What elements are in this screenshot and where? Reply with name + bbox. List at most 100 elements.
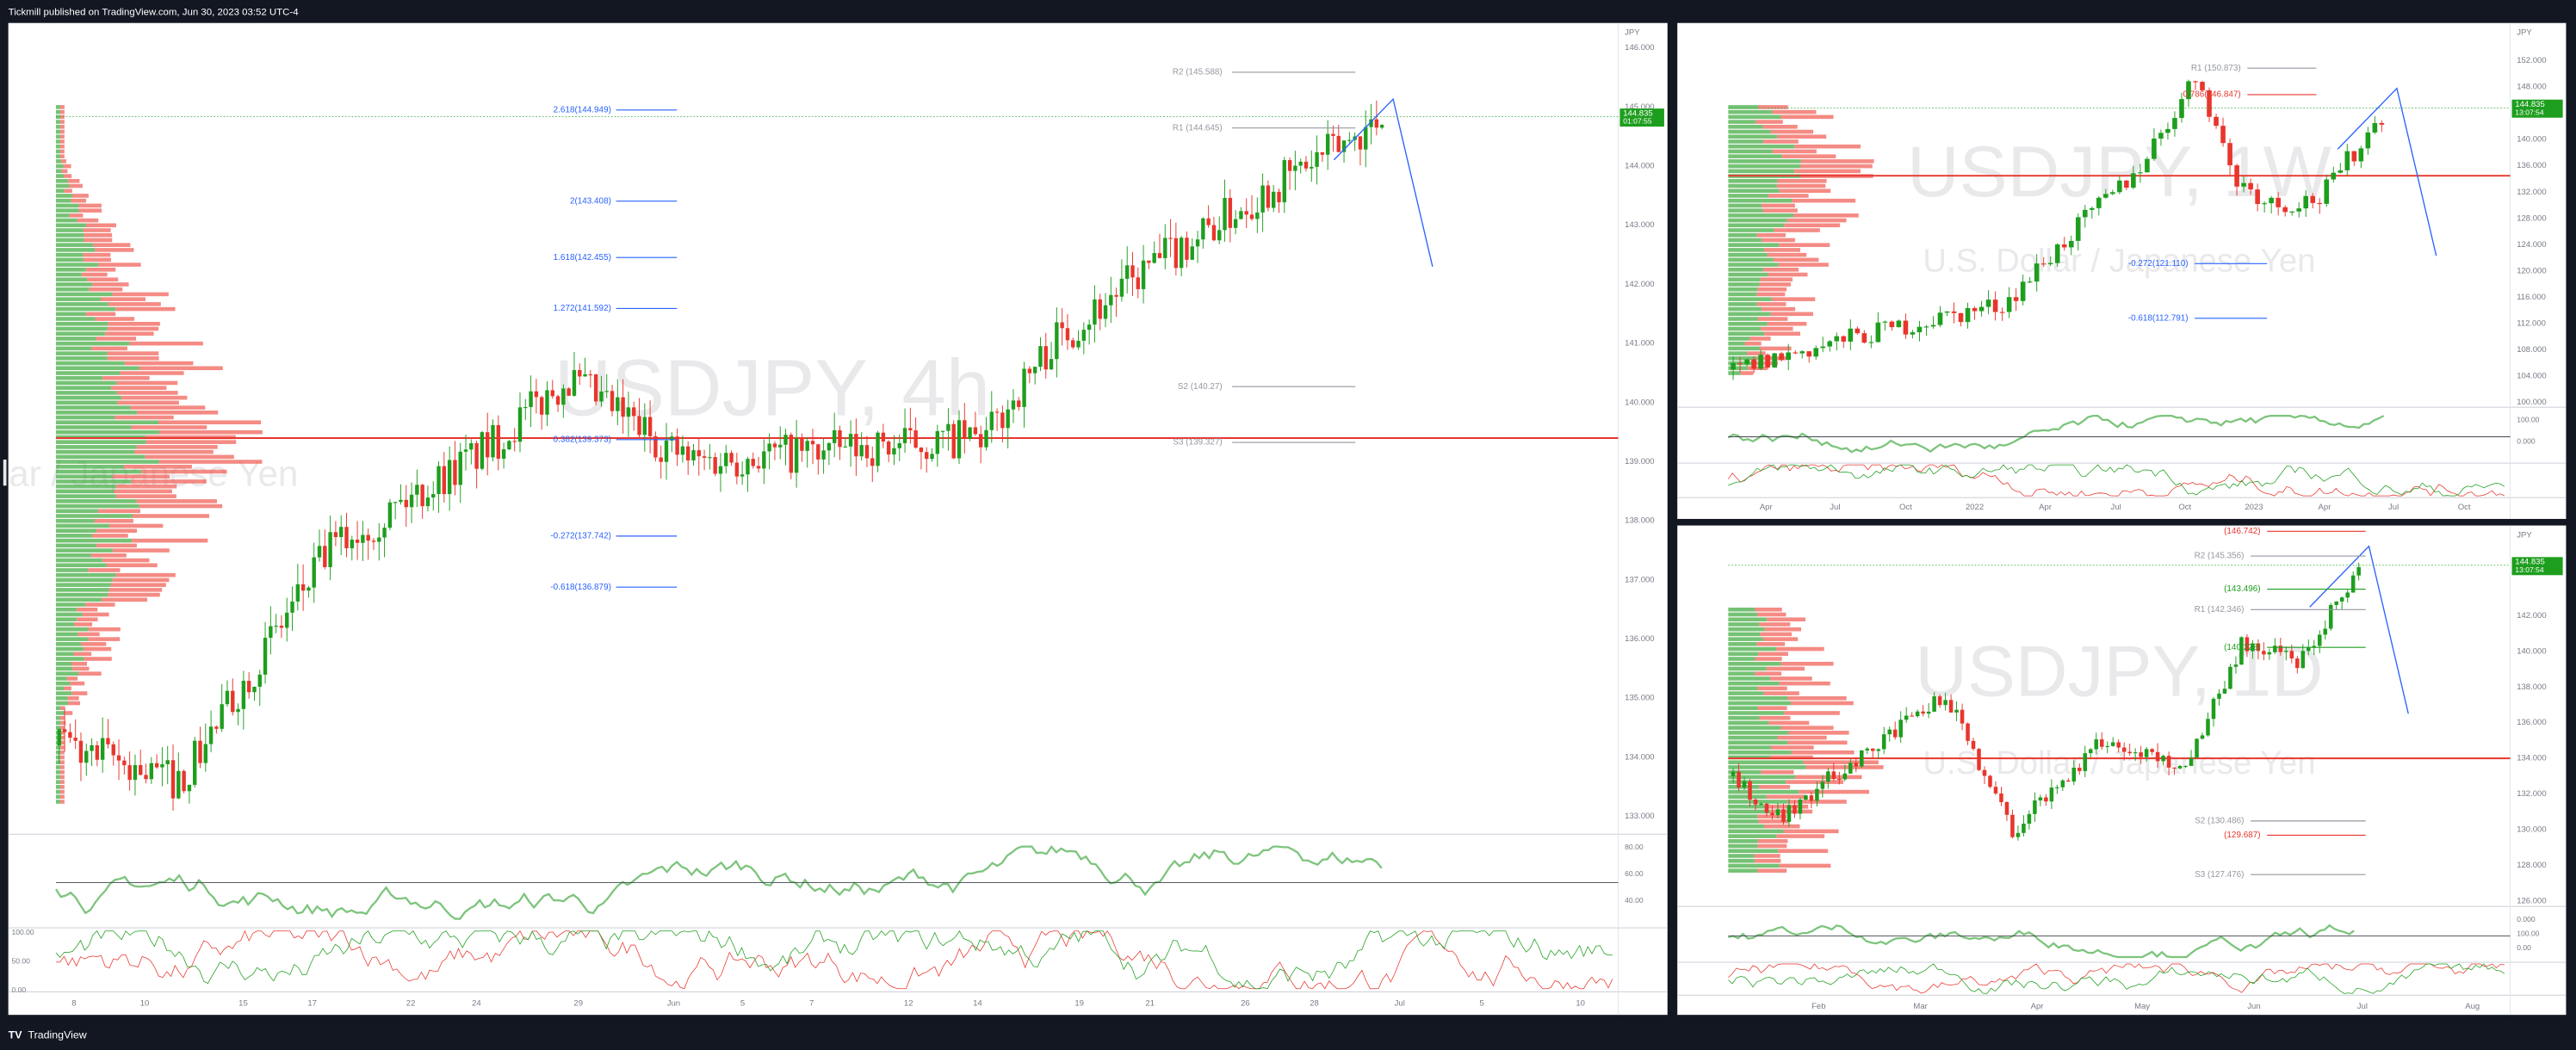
candle-body [57,729,61,746]
candle-body [95,744,100,760]
price-axis-label: 140.000 [2517,646,2546,656]
candle-body [2334,601,2338,605]
volume-profile-down [61,169,68,174]
stoch-line [55,930,1613,990]
candle-body [1937,696,1942,706]
candle-body [1793,805,1797,814]
candle-body [616,397,620,411]
volume-profile-down [1740,371,1754,375]
candle-body [2049,788,2054,802]
candle-body [1751,359,1756,369]
candle-body [925,452,929,460]
candle-body [1255,212,1260,219]
time-axis-label: 22 [406,998,416,1008]
volume-profile-up [55,361,125,366]
volume-profile-up [55,518,95,523]
candle-body [1910,715,1914,717]
candle-body [1882,321,1888,323]
price-axis-label: 124.000 [2517,240,2546,250]
volume-profile-up [55,494,116,498]
volume-profile-down [139,366,223,371]
candle-body [2138,172,2143,174]
volume-profile-down [1781,154,1836,158]
candle-body [2075,217,2081,241]
volume-profile-up [1728,617,1768,622]
volume-profile-up [55,449,135,454]
volume-profile-down [1779,863,1831,868]
candle-body [2195,738,2199,758]
volume-profile-up [55,445,137,449]
candle-body [1081,330,1087,341]
time-axis-label: Apr [2031,1002,2045,1011]
candle-body [1206,218,1211,225]
candle-body [1786,352,1791,361]
volume-profile-up [1728,356,1757,361]
volume-profile-up [1728,164,1801,169]
candle-body [1109,294,1113,306]
volume-profile-up [1728,646,1777,652]
candle-body [2365,132,2371,149]
volume-profile-down [59,731,65,735]
volume-profile-down [1770,129,1814,134]
candle-body [165,760,170,764]
volume-profile-down [1800,164,1873,169]
volume-profile-up [55,125,60,129]
volume-profile-up [55,435,146,440]
candle-body [300,584,306,591]
volume-profile-down [63,164,71,169]
candle-body [940,430,945,432]
time-axis-label: Jul [1395,998,1405,1008]
volume-profile-down [59,114,65,120]
volume-profile-down [1764,331,1801,337]
price-axis-label: 144.000 [1625,162,1654,171]
volume-profile-down [74,622,93,627]
volume-profile-up [1728,706,1758,711]
volume-profile-down [1764,248,1801,252]
volume-profile-down [69,213,84,218]
volume-profile-down [141,469,227,474]
volume-profile-up [55,627,89,632]
volume-profile-down [96,337,137,341]
candle-body [1315,151,1319,167]
candle-body [2228,666,2232,689]
time-axis-label: Jun [667,998,680,1008]
volume-profile-down [115,306,176,312]
volume-profile-up [55,188,65,194]
candle-body [1948,700,1954,713]
volume-profile-up [55,287,90,292]
volume-profile-down [133,514,210,518]
volume-profile-down [100,297,146,301]
volume-profile-down [1776,646,1824,652]
volume-profile-down [96,543,137,548]
candle-body [2269,197,2274,204]
candle-body [567,388,571,396]
candle-body [1826,771,1830,782]
volume-profile-up [1728,863,1780,868]
volume-profile-down [115,494,176,498]
volume-profile-up [55,750,60,755]
last-price: 144.835 [2515,558,2544,567]
volume-profile-down [59,154,65,158]
stoch-line [1728,963,2505,994]
time-axis-label: Apr [1760,503,1774,512]
volume-profile-up [55,597,102,602]
candle-body [192,740,197,785]
volume-profile-down [85,602,115,607]
volume-profile-down [77,218,99,223]
volume-profile-up [1728,109,1773,114]
candle-body [751,459,755,466]
candle-body [236,708,240,713]
volume-profile-up [1728,306,1762,312]
volume-profile-down [64,711,73,715]
candle-body [170,760,176,799]
time-axis-label: Oct [2458,503,2471,512]
stoch-axis-label: 50.00 [11,956,30,965]
candle-body [2144,749,2149,757]
volume-profile-up [55,208,79,213]
price-axis-label: 108.000 [2517,345,2546,355]
candle-body [2010,814,2015,837]
volume-profile-up [55,194,72,198]
level-label: R1 (144.645) [1173,123,1223,133]
candle-body [626,407,631,417]
candle-body [415,485,419,495]
